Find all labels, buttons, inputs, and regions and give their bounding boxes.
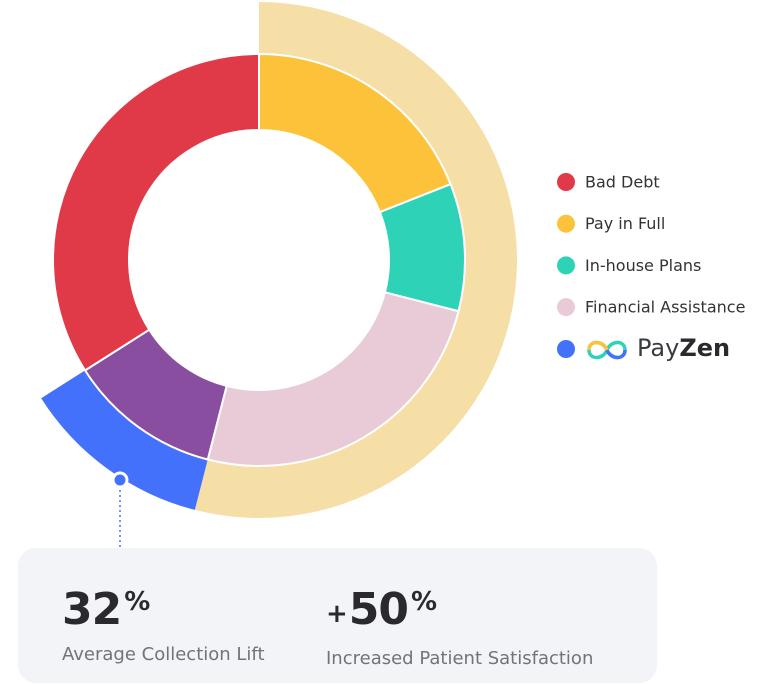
donut-slice [194,2,517,518]
chart: PayZen Bad Debt Pay in Full In-house Plans… [41,2,745,548]
legend-label: Bad Debt [585,173,660,192]
legend-dot [557,173,575,191]
donut-slice [41,370,208,510]
stat-label: Average Collection Lift [62,644,265,665]
stat-number: 50 [348,584,409,635]
legend-dot [557,256,575,275]
legend-label: Financial Assistance [585,298,745,317]
stat: 32% Average Collection Lift [62,578,265,666]
stat-unit: % [411,587,437,617]
legend-dot [557,214,575,233]
brand-name-part: Zen [679,334,730,362]
stat-number: 32 [62,584,122,635]
donut-slice [52,52,260,372]
legend-label: Pay in Full [585,214,665,233]
pointer-dot [111,471,129,489]
brand-logo [587,340,627,360]
legend-dot [557,298,575,317]
legend-label: In-house Plans [585,256,701,275]
brand-name: PayZen [637,334,730,362]
stat: +50% Increased Patient Satisfaction [326,578,594,670]
donut-slice [206,291,460,467]
stat-unit: % [124,587,150,617]
legend-dot [557,340,575,358]
stat-value: 32% [62,578,265,634]
stats-card: 32% Average Collection Lift +50% Increas… [18,548,657,683]
brand-name-part: Pay [637,334,679,362]
stat-label: Increased Patient Satisfaction [326,648,594,669]
stat-prefix: + [326,599,348,629]
stat-value: +50% [326,578,593,638]
